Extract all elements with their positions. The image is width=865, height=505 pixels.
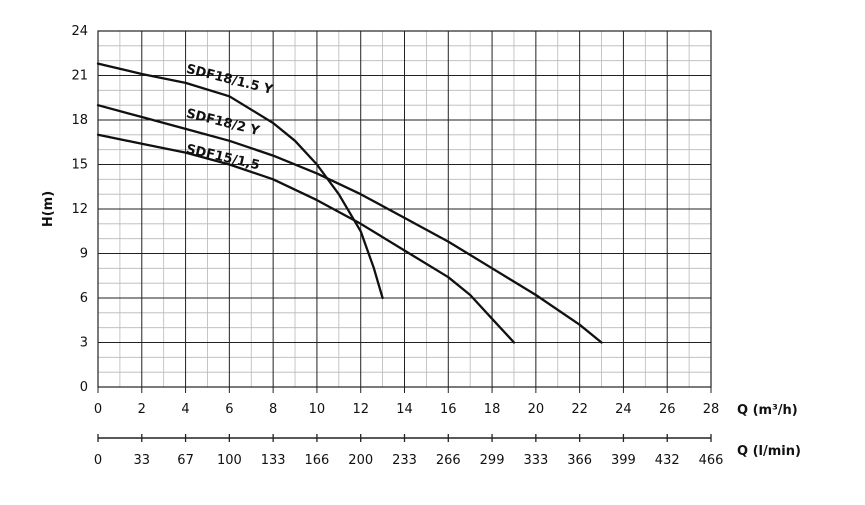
x2-tick-label: 166 xyxy=(305,453,330,468)
curve-2 xyxy=(96,104,603,344)
y-tick-label: 6 xyxy=(80,291,88,306)
y-tick-label: 12 xyxy=(71,202,88,217)
x-tick-label: 14 xyxy=(396,402,413,417)
x-tick-label: 26 xyxy=(659,402,676,417)
y-axis-title: H(m) xyxy=(41,191,56,227)
y-tick-label: 21 xyxy=(71,69,88,84)
x2-tick-label: 233 xyxy=(392,453,417,468)
x-tick-label: 10 xyxy=(309,402,326,417)
x-tick-label: 4 xyxy=(181,402,189,417)
curve-3 xyxy=(96,133,516,344)
major-grid xyxy=(97,30,712,388)
y-tick-label: 18 xyxy=(71,113,88,128)
x2-tick-label: 133 xyxy=(261,453,286,468)
curves xyxy=(96,62,603,344)
x-tick-label: 12 xyxy=(352,402,369,417)
x2-tick-label: 100 xyxy=(217,453,242,468)
x-tick-label: 2 xyxy=(138,402,146,417)
x-tick-label: 0 xyxy=(94,402,102,417)
x2-tick-label: 299 xyxy=(480,453,505,468)
curve-1 xyxy=(96,62,384,300)
x-tick-label: 28 xyxy=(703,402,720,417)
x-axis-title: Q (m³/h) xyxy=(737,403,798,418)
y-tick-label: 0 xyxy=(80,380,88,395)
x-tick-label: 24 xyxy=(615,402,632,417)
x2-tick-label: 466 xyxy=(699,453,724,468)
y-tick-label: 24 xyxy=(71,24,88,39)
x2-tick-label: 67 xyxy=(177,453,194,468)
x-tick-label: 20 xyxy=(528,402,545,417)
x2-tick-label: 266 xyxy=(436,453,461,468)
x2-tick-label: 333 xyxy=(523,453,548,468)
x-tick-label: 18 xyxy=(484,402,501,417)
y-tick-label: 15 xyxy=(71,158,88,173)
curve-label: SDF18/2 Y xyxy=(185,106,262,139)
x2-tick-label: 399 xyxy=(611,453,636,468)
x2-tick-label: 0 xyxy=(94,453,102,468)
x2-tick-label: 432 xyxy=(655,453,680,468)
x-tick-label: 22 xyxy=(571,402,588,417)
x2-tick-label: 33 xyxy=(134,453,151,468)
y-tick-label: 3 xyxy=(80,336,88,351)
x-tick-label: 16 xyxy=(440,402,457,417)
y-tick-label: 9 xyxy=(80,247,88,262)
x-tick-label: 6 xyxy=(225,402,233,417)
x2-tick-label: 200 xyxy=(348,453,373,468)
x-tick-label: 8 xyxy=(269,402,277,417)
x2-axis-title: Q (l/min) xyxy=(737,444,801,459)
x2-tick-label: 366 xyxy=(567,453,592,468)
